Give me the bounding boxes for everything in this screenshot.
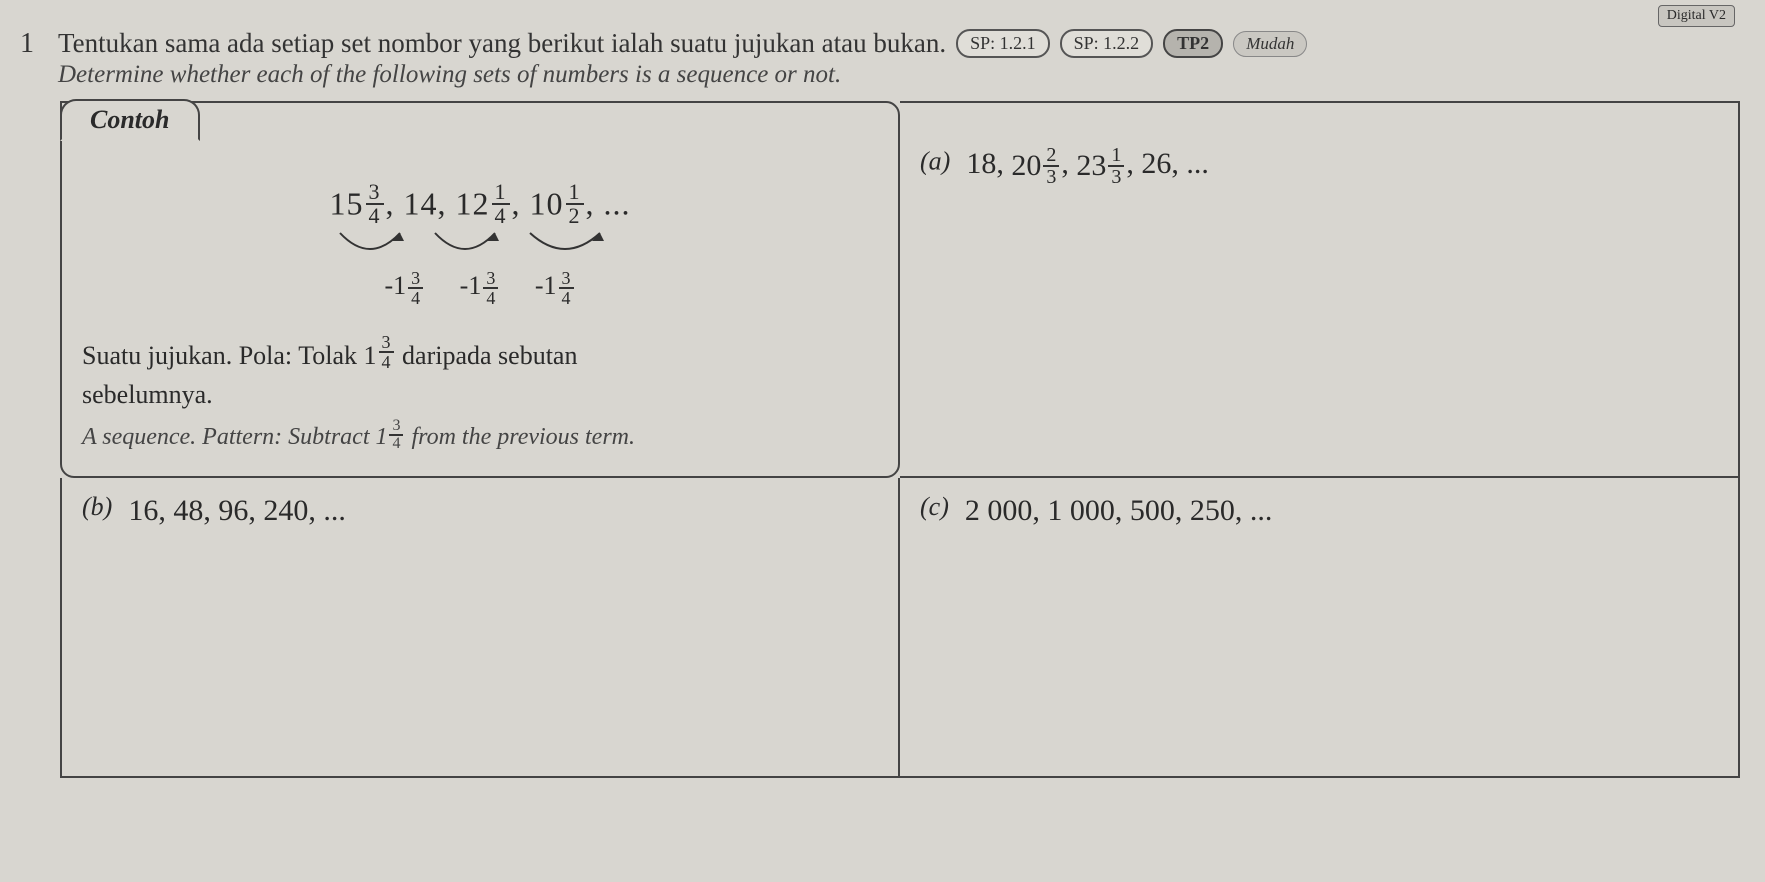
term1-frac: 34 (366, 181, 384, 227)
pill-tp2: TP2 (1163, 29, 1223, 58)
term4-whole: 10 (530, 186, 564, 222)
question-english: Determine whether each of the following … (58, 61, 1745, 89)
contoh-diffs: -134 -134 -134 (82, 269, 878, 307)
part-c-label: (c) (920, 492, 949, 521)
question-header: 1 Tentukan sama ada setiap set nombor ya… (20, 28, 1745, 89)
pill-sp1: SP: 1.2.1 (956, 29, 1050, 58)
arc-svg (310, 231, 650, 267)
part-c-cell: (c) 2 000, 1 000, 500, 250, ... (900, 478, 1740, 778)
question-number: 1 (20, 28, 40, 60)
pill-level: Mudah (1233, 31, 1307, 57)
exercise-grid: Contoh 1534, 14, 1214, 1012, ... (60, 101, 1740, 778)
contoh-explain-my: Suatu jujukan. Pola: Tolak 134 daripada … (82, 333, 878, 414)
part-a-cell: (a) 18, 2023, 2313, 26, ... (900, 101, 1740, 478)
part-b-sequence: 16, 48, 96, 240, ... (128, 494, 346, 527)
part-a-label: (a) (920, 147, 950, 176)
term1-whole: 15 (330, 186, 364, 222)
term3-frac: 14 (492, 181, 510, 227)
term3-whole: 12 (456, 186, 490, 222)
pill-sp2: SP: 1.2.2 (1060, 29, 1154, 58)
contoh-tab: Contoh (60, 99, 200, 141)
part-b-label: (b) (82, 492, 112, 521)
contoh-sequence: 1534, 14, 1214, 1012, ... (82, 181, 878, 227)
part-b-cell: (b) 16, 48, 96, 240, ... (60, 478, 900, 778)
term4-frac: 12 (566, 181, 584, 227)
question-text: Tentukan sama ada setiap set nombor yang… (58, 28, 1745, 89)
digital-badge: Digital V2 (1658, 5, 1735, 27)
term2: 14 (404, 186, 438, 222)
part-a-sequence: 18, 2023, 2313, 26, ... (966, 147, 1209, 180)
contoh-explain-en: A sequence. Pattern: Subtract 134 from t… (82, 418, 878, 452)
part-c-sequence: 2 000, 1 000, 500, 250, ... (965, 494, 1273, 527)
question-malay: Tentukan sama ada setiap set nombor yang… (58, 28, 946, 59)
contoh-arcs (82, 231, 878, 267)
contoh-cell: 1534, 14, 1214, 1012, ... -134 -134 - (60, 101, 900, 478)
